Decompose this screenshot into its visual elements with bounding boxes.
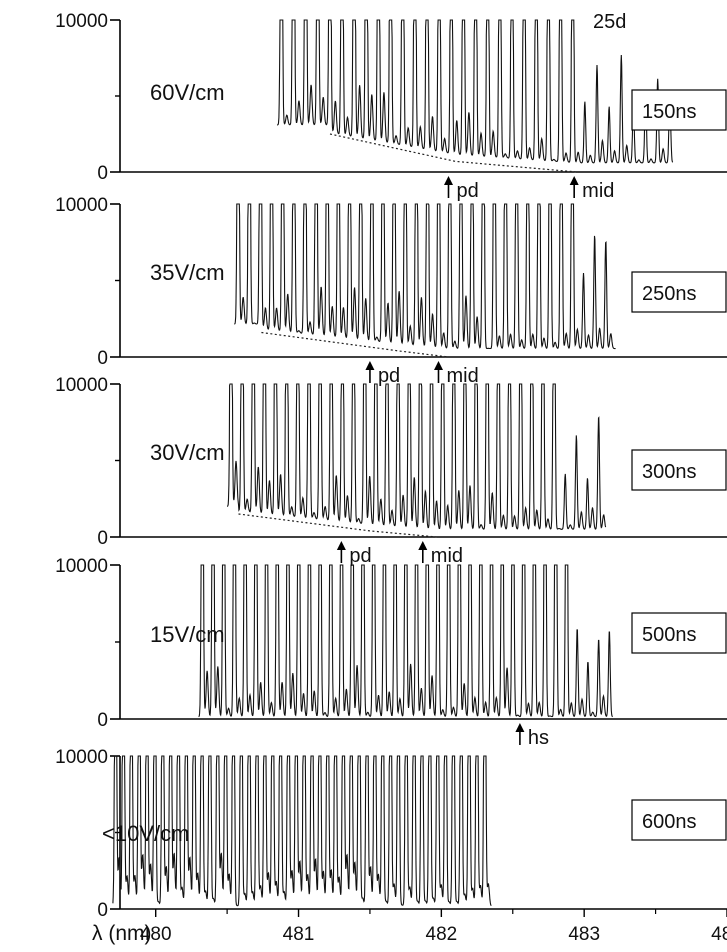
annotation-arrow-head [515, 723, 525, 732]
annotation-label: mid [431, 545, 463, 567]
field-label: 35V/cm [150, 260, 225, 285]
field-label: 60V/cm [150, 80, 225, 105]
spectrum-trace [226, 383, 607, 530]
time-label: 250ns [642, 283, 697, 305]
spectrum-trace [112, 755, 492, 907]
time-label: 600ns [642, 811, 697, 833]
spectrum-trace [198, 564, 613, 718]
time-label-box [631, 799, 727, 841]
field-label: <10V/cm [102, 821, 189, 846]
annotation-arrow-head [569, 176, 579, 185]
annotation-arrow-head [418, 541, 428, 550]
annotation-label: pd [456, 180, 478, 202]
y-tick-label: 0 [97, 163, 108, 184]
time-label: 300ns [642, 461, 697, 483]
peak-label: 25d [593, 11, 626, 33]
time-label: 150ns [642, 101, 697, 123]
annotation-arrow-head [365, 361, 375, 370]
x-tick-label: 482 [426, 924, 458, 945]
annotation-label: mid [582, 180, 614, 202]
y-tick-label: 0 [97, 900, 108, 921]
time-label-box [631, 449, 727, 491]
time-label: 500ns [642, 624, 697, 646]
annotation-label: mid [446, 365, 478, 387]
x-axis-label: λ (nm) [92, 922, 152, 945]
annotation-arrow-head [336, 541, 346, 550]
annotation-label: pd [349, 545, 371, 567]
field-label: 30V/cm [150, 440, 225, 465]
time-label-box [631, 89, 727, 131]
x-tick-label: 480 [140, 924, 172, 945]
x-tick-label: 484 [711, 924, 727, 945]
y-tick-label: 10000 [55, 747, 108, 768]
y-tick-label: 10000 [55, 11, 108, 32]
spectrum-trace [234, 203, 616, 350]
y-tick-label: 0 [97, 710, 108, 731]
y-tick-label: 0 [97, 348, 108, 369]
annotation-label: pd [378, 365, 400, 387]
annotation-arrow-head [443, 176, 453, 185]
annotation-label: hs [528, 727, 549, 749]
spectrum-trace [277, 19, 674, 164]
field-label: 15V/cm [150, 622, 225, 647]
y-tick-label: 10000 [55, 375, 108, 396]
baseline-guide [238, 513, 438, 538]
annotation-arrow-head [433, 361, 443, 370]
x-tick-label: 481 [283, 924, 315, 945]
time-label-box [631, 612, 727, 654]
y-tick-label: 10000 [55, 556, 108, 577]
time-label-box [631, 271, 727, 313]
y-tick-label: 0 [97, 528, 108, 549]
x-tick-label: 483 [568, 924, 600, 945]
y-tick-label: 10000 [55, 195, 108, 216]
baseline-guide [261, 331, 449, 358]
